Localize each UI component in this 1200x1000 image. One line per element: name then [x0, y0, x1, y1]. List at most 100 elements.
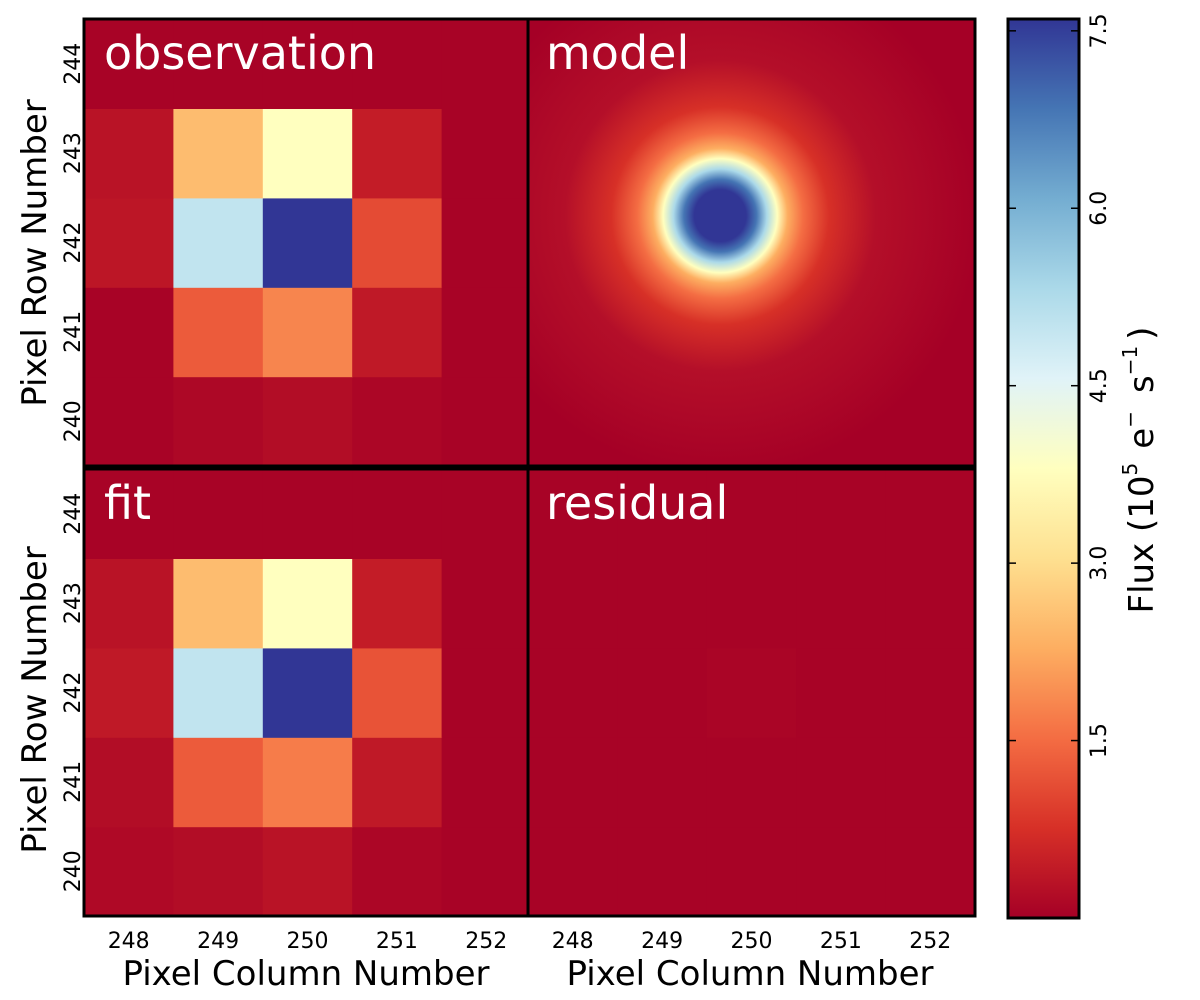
heatmap-cell: [173, 108, 264, 199]
x-tick-label-left: 251: [376, 929, 418, 954]
colorbar-tick-label: 7.5: [1087, 13, 1112, 48]
x-tick-label-right: 250: [731, 929, 773, 954]
x-tick-label-left: 249: [197, 929, 239, 954]
heatmap-cell: [441, 558, 532, 649]
x-axis-label-right: Pixel Column Number: [566, 954, 933, 994]
x-tick-label-right: 248: [552, 929, 594, 954]
heatmap-cell: [441, 19, 532, 109]
panel-frame: [526, 467, 977, 918]
model-image: [528, 19, 975, 466]
heatmap-cell: [352, 108, 443, 199]
heatmap-cell: [885, 826, 976, 917]
heatmap-cell: [617, 826, 708, 917]
panel-residual: [526, 467, 977, 918]
colorbar-tick-label: 1.5: [1087, 723, 1112, 758]
heatmap-cell: [706, 647, 797, 738]
heatmap-cell: [706, 469, 797, 559]
panel-observation: [82, 17, 533, 468]
panel-title-model: model: [546, 26, 689, 80]
heatmap-cell: [441, 376, 532, 467]
colorbar-label-s-sup: −1: [1118, 346, 1142, 375]
y-axis-label-top: Pixel Row Number: [15, 99, 55, 407]
heatmap-cell: [352, 19, 443, 109]
heatmap-cell: [528, 469, 618, 559]
y-tick-label-top: 240: [61, 400, 86, 442]
y-tick-label-top: 241: [61, 311, 86, 353]
heatmap-cell: [706, 558, 797, 649]
heatmap-cell: [84, 287, 174, 378]
colorbar-ticks: 1.5 3.0 4.5 6.0 7.5: [1008, 13, 1112, 758]
heatmap-cell: [441, 647, 532, 738]
heatmap-cell: [262, 826, 353, 917]
heatmap-cell: [617, 558, 708, 649]
panel-title-observation: observation: [104, 26, 376, 80]
colorbar: [1006, 17, 1081, 920]
heatmap-cell: [173, 558, 264, 649]
heatmap-cell: [706, 737, 797, 828]
x-tick-label-right: 249: [641, 929, 683, 954]
heatmap-cell: [352, 558, 443, 649]
y-tick-label-top: 244: [61, 43, 86, 85]
heatmap-cell: [173, 19, 264, 109]
heatmap-cell: [796, 826, 887, 917]
heatmap-cell: [885, 737, 976, 828]
colorbar-label-unit-sup: −: [1118, 411, 1142, 428]
heatmap-cell: [885, 647, 976, 738]
heatmap-cell: [885, 558, 976, 649]
x-tick-label-right: 251: [820, 929, 862, 954]
axis-ticks: 240 241 242 243 244 240 241 242 243 244 248 249 250 2…: [61, 43, 951, 954]
heatmap-cell: [617, 647, 708, 738]
heatmap-cell: [84, 737, 174, 828]
y-tick-label-top: 242: [61, 222, 86, 264]
panel-fit: [82, 467, 533, 918]
heatmap-cell: [262, 469, 353, 559]
heatmap-cell: [262, 647, 353, 738]
panel-frame: [526, 17, 977, 468]
heatmap-cell: [262, 197, 353, 288]
heatmap-cell: [706, 826, 797, 917]
y-axis-label-bottom: Pixel Row Number: [15, 546, 55, 854]
heatmap-cell: [262, 19, 353, 109]
heatmap-cell: [441, 826, 532, 917]
x-tick-label-left: 250: [287, 929, 329, 954]
heatmap-cell: [262, 737, 353, 828]
heatmap-cell: [352, 647, 443, 738]
heatmap-cell: [352, 376, 443, 467]
heatmap-cell: [84, 197, 174, 288]
colorbar-label-s: s: [1122, 375, 1162, 393]
heatmap-cell: [796, 647, 887, 738]
heatmap-cell: [84, 469, 174, 559]
colorbar-label-close: ): [1122, 327, 1162, 340]
heatmap-panels: [82, 17, 977, 918]
heatmap-cell: [84, 826, 174, 917]
heatmap-cell: [262, 558, 353, 649]
heatmap-cell: [528, 558, 618, 649]
heatmap-cell: [617, 737, 708, 828]
heatmap-cell: [173, 376, 264, 467]
x-tick-label-left: 252: [465, 929, 507, 954]
heatmap-cell: [796, 737, 887, 828]
heatmap-cell: [84, 647, 174, 738]
heatmap-cell: [441, 469, 532, 559]
heatmap-cell: [352, 287, 443, 378]
heatmap-cell: [262, 108, 353, 199]
y-tick-label-bottom: 241: [61, 761, 86, 803]
panel-title-fit: fit: [104, 476, 151, 530]
heatmap-cell: [352, 826, 443, 917]
colorbar-tick-label: 4.5: [1087, 368, 1112, 403]
heatmap-cell: [262, 287, 353, 378]
x-tick-label-right: 252: [909, 929, 951, 954]
y-tick-label-bottom: 243: [61, 582, 86, 624]
heatmap-cell: [352, 737, 443, 828]
heatmap-cell: [528, 826, 618, 917]
heatmap-cell: [441, 737, 532, 828]
panel-model: [526, 17, 977, 468]
heatmap-cell: [885, 469, 976, 559]
heatmap-cell: [796, 469, 887, 559]
colorbar-tick-label: 6.0: [1087, 191, 1112, 226]
heatmap-cell: [84, 558, 174, 649]
heatmap-cell: [441, 108, 532, 199]
heatmap-cell: [262, 376, 353, 467]
heatmap-cell: [173, 826, 264, 917]
